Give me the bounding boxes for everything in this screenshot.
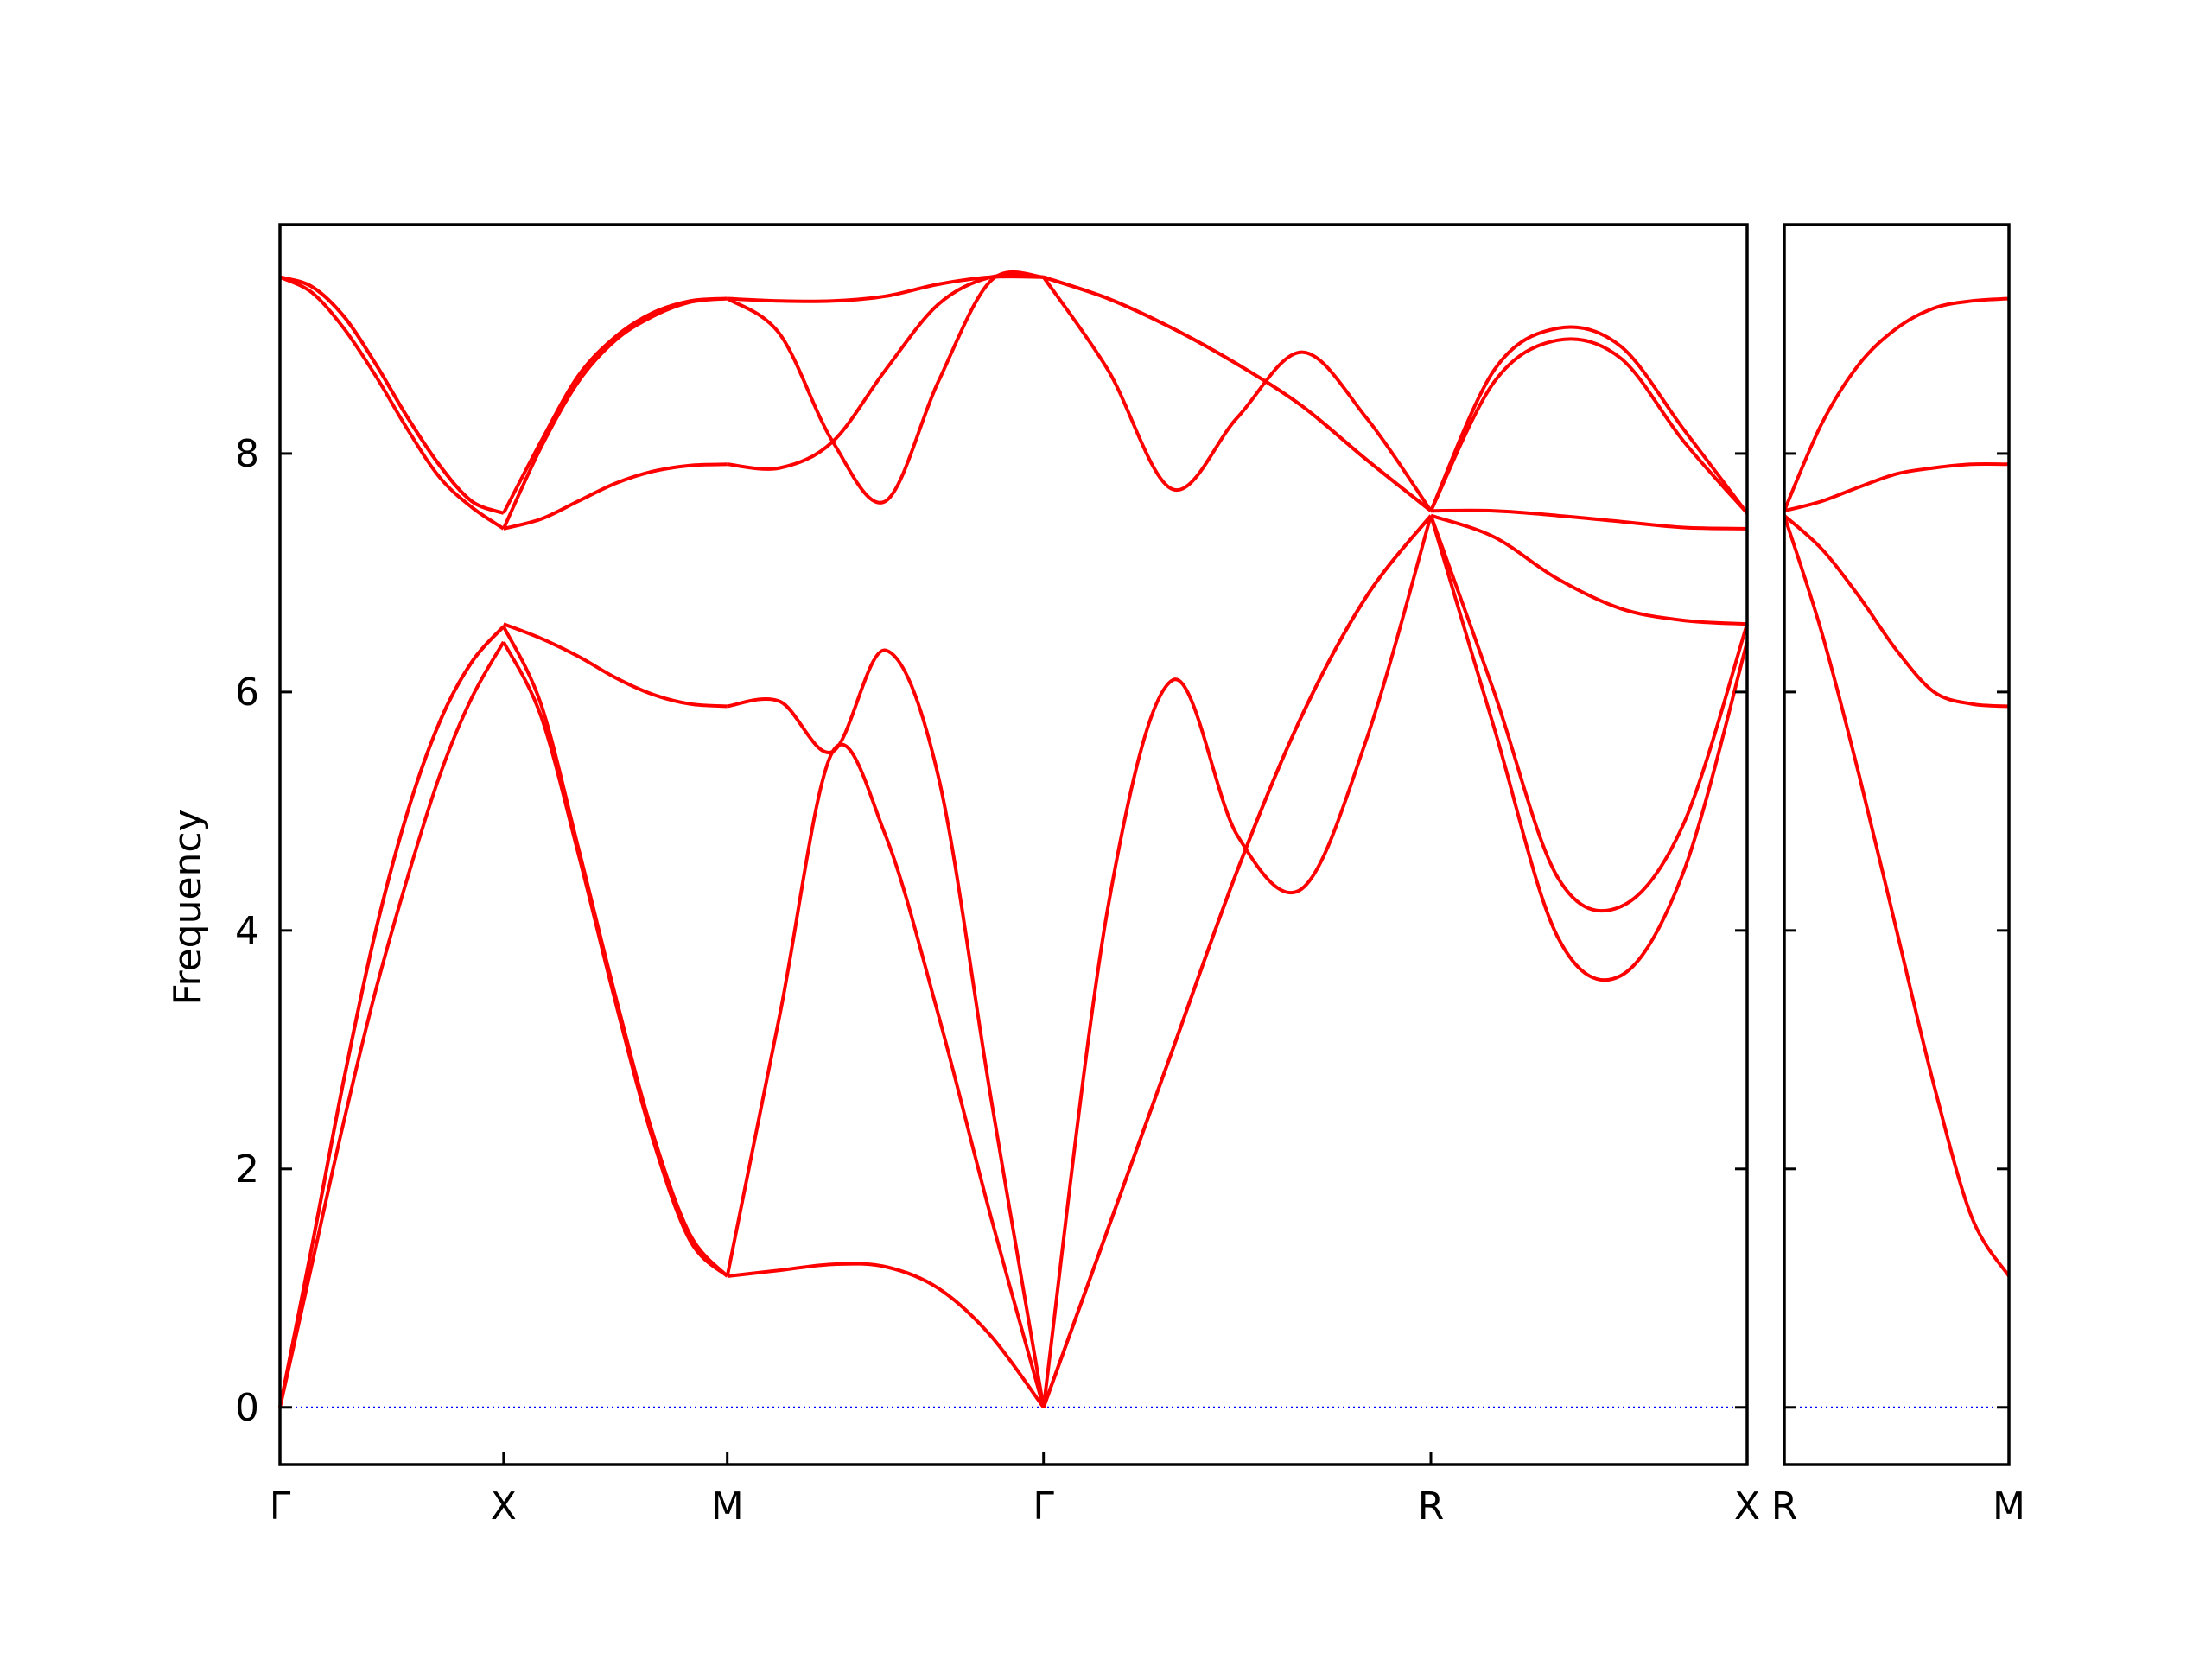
y-tick-label: 4: [235, 909, 259, 953]
x-tick-label: X: [491, 1484, 517, 1529]
band-line: [727, 275, 1044, 303]
band-line: [1429, 515, 1749, 982]
band-line: [727, 273, 1044, 471]
band-line: [1042, 276, 1433, 512]
x-tick-label: R: [1771, 1484, 1798, 1529]
band-line: [1783, 296, 2010, 512]
main-panel: 0 2 4 6 8 Γ X M Γ R X: [235, 223, 1760, 1529]
band-line: [501, 296, 728, 530]
band-line: [278, 640, 505, 1408]
y-axis-label: Frequency: [166, 809, 210, 1005]
x-tick-label: M: [1993, 1484, 2025, 1529]
band-line: [725, 742, 1046, 1408]
band-line: [726, 270, 1044, 505]
y-tick-label: 6: [235, 671, 259, 715]
band-line: [279, 275, 505, 531]
band-line: [1429, 325, 1749, 515]
band-line: [1043, 275, 1433, 512]
plot-frame: [278, 223, 1749, 1466]
band-line: [503, 462, 728, 531]
y-tick-label: 8: [235, 432, 259, 476]
band-line: [1429, 337, 1749, 515]
band-line: [502, 640, 729, 1278]
band-line: [727, 1262, 1046, 1408]
band-line: [279, 275, 505, 515]
x-tick-label: Γ: [270, 1484, 291, 1529]
band-line: [503, 622, 728, 709]
x-tick-label: X: [1734, 1484, 1760, 1529]
band-line: [727, 648, 1046, 1408]
band-line: [278, 625, 505, 1408]
band-line: [1783, 514, 2010, 709]
band-line: [1043, 275, 1433, 512]
y-tick-label: 0: [235, 1386, 259, 1430]
band-line: [278, 625, 505, 1408]
band-line: [1041, 515, 1433, 1408]
x-tick-label: M: [711, 1484, 744, 1529]
plot-frame: [1783, 223, 2011, 1466]
band-line: [1041, 514, 1433, 1408]
band-line: [1783, 462, 2010, 513]
band-line: [1430, 513, 1748, 626]
band-line: [279, 275, 505, 515]
y-tick-label: 2: [235, 1147, 259, 1192]
band-line: [1430, 508, 1748, 531]
x-tick-label: R: [1418, 1484, 1445, 1529]
band-line: [501, 626, 729, 1278]
band-line: [1429, 515, 1749, 913]
band-line: [1041, 514, 1433, 1408]
band-line: [502, 296, 728, 514]
x-tick-label: Γ: [1033, 1484, 1054, 1529]
band-line: [1783, 515, 2011, 1278]
